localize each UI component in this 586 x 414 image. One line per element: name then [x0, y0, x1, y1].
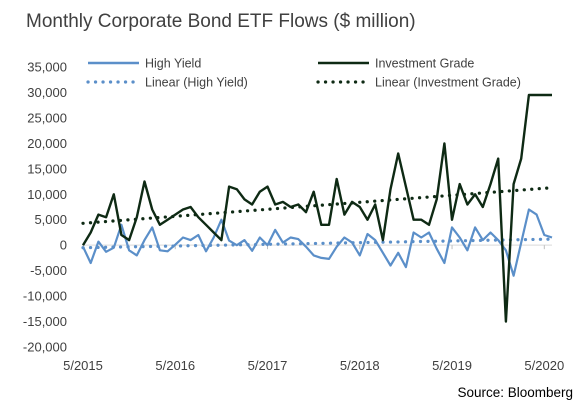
y-tick-label: 30,000: [27, 85, 67, 100]
x-tick-label: 5/2018: [340, 358, 380, 373]
x-tick-label: 5/2020: [524, 358, 564, 373]
x-axis: 5/2015 5/2016 5/2017 5/2018 5/2019 5/2020: [63, 244, 564, 373]
y-tick-label: -10,000: [23, 289, 67, 304]
y-tick-label: -15,000: [23, 314, 67, 329]
y-axis: 35,000 30,000 25,000 20,000 15,000 10,000 5,00…: [23, 60, 67, 355]
y-tick-label: 10,000: [27, 187, 67, 202]
y-tick-label: 0: [60, 238, 67, 253]
y-tick-label: 5,000: [34, 212, 67, 227]
legend: High Yield Investment Grade Linear (High Y…: [86, 57, 521, 90]
y-tick-label: -20,000: [23, 340, 67, 355]
x-tick-label: 5/2019: [432, 358, 472, 373]
legend-label: Investment Grade: [375, 57, 474, 71]
x-tick-label: 5/2016: [155, 358, 195, 373]
y-tick-label: 15,000: [27, 161, 67, 176]
y-tick-label: 20,000: [27, 136, 67, 151]
x-tick-label: 5/2015: [63, 358, 103, 373]
series-line-investment-grade: [81, 93, 552, 323]
y-tick-label: -5,000: [30, 263, 67, 278]
series-line-high-yield: [82, 208, 553, 277]
legend-label: Linear (High Yield): [145, 76, 248, 90]
y-tick-label: 35,000: [27, 60, 67, 75]
x-tick-label: 5/2017: [248, 358, 288, 373]
chart-title: Monthly Corporate Bond ETF Flows ($ mill…: [26, 11, 416, 32]
series-line-linear-high-yield: [81, 237, 554, 250]
y-tick-label: 25,000: [27, 110, 67, 125]
plot-area: [81, 93, 554, 323]
legend-label: Linear (Investment Grade): [375, 76, 521, 90]
legend-label: High Yield: [145, 57, 201, 71]
source-note: Source: Bloomberg: [457, 385, 573, 400]
